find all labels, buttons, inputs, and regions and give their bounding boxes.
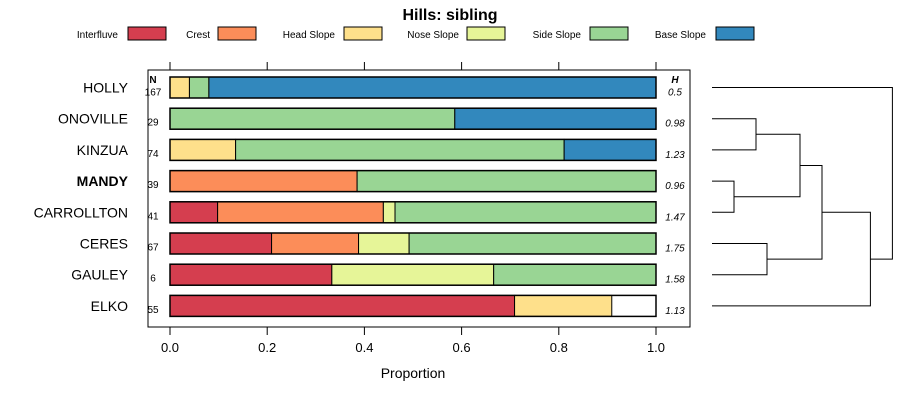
dendrogram-merge-1: [712, 180, 735, 213]
dendrogram-merge-6: [712, 87, 893, 260]
x-tick-label-3: 0.6: [453, 340, 471, 355]
dendrogram-merge-0: [712, 118, 757, 151]
row-h-holly: 0.5: [668, 88, 682, 99]
bar-onoville-side-slope: [169, 107, 456, 130]
row-label-gauley: GAULEY: [71, 267, 128, 283]
n-column-header: N: [149, 75, 156, 86]
bar-outline-kinzua: [169, 138, 657, 162]
row-label-ceres: CERES: [80, 236, 128, 252]
row-h-mandy: 0.96: [665, 181, 685, 192]
bar-carrollton-interfluve: [169, 201, 219, 224]
legend-label-nose-slope: Nose Slope: [407, 30, 459, 41]
bar-ceres-side-slope: [408, 232, 657, 255]
bar-gauley-nose-slope: [331, 263, 495, 286]
bar-ceres-crest: [271, 232, 360, 255]
legend-label-head-slope: Head Slope: [283, 30, 336, 41]
bar-outline-mandy: [169, 169, 657, 193]
row-n-gauley: 6: [150, 274, 156, 285]
row-n-holly: 167: [145, 88, 162, 99]
legend-label-crest: Crest: [186, 30, 210, 41]
bar-elko-head-slope: [514, 294, 613, 317]
bar-outline-ceres: [169, 232, 657, 255]
dendrogram-merge-4: [767, 165, 823, 260]
bar-gauley-interfluve: [169, 263, 333, 286]
legend-swatch-interfluve: [127, 26, 167, 41]
x-axis-label: Proportion: [381, 365, 446, 381]
row-h-carrollton: 1.47: [665, 212, 685, 223]
bar-kinzua-head-slope: [169, 138, 237, 161]
bar-outline-gauley: [169, 263, 657, 286]
bar-gauley-side-slope: [493, 263, 657, 286]
bar-kinzua-side-slope: [235, 138, 565, 161]
legend-swatch-base-slope: [715, 26, 755, 41]
bar-onoville-base-slope: [454, 107, 657, 130]
bar-outline-onoville: [169, 107, 657, 130]
row-n-elko: 55: [147, 305, 159, 316]
legend-swatch-nose-slope: [466, 26, 506, 41]
bar-holly-side-slope: [188, 76, 210, 99]
row-h-elko: 1.13: [665, 306, 685, 317]
bar-ceres-nose-slope: [358, 232, 410, 255]
row-h-kinzua: 1.23: [665, 150, 685, 161]
row-label-kinzua: KINZUA: [77, 142, 129, 158]
x-axis: 0.0 0.2 0.4 0.6 0.8 1.0: [161, 62, 665, 355]
legend-swatch-head-slope: [343, 26, 383, 41]
bar-holly-head-slope: [169, 76, 190, 99]
legend: Interfluve Crest Head Slope Nose Slope Side …: [77, 26, 755, 41]
bar-carrollton-crest: [217, 201, 384, 224]
row-label-holly: HOLLY: [83, 80, 129, 96]
x-tick-label-1: 0.2: [258, 340, 276, 355]
x-tick-label-0: 0.0: [161, 340, 179, 355]
row-label-onoville: ONOVILLE: [58, 111, 128, 127]
row-label-mandy: MANDY: [77, 173, 129, 189]
bar-mandy-side-slope: [356, 170, 657, 193]
legend-swatch-side-slope: [589, 26, 629, 41]
rows: HOLLY 167 0.5 ONOVILLE 29 0.98 KINZUA 74 1.23 MAN…: [34, 76, 685, 318]
legend-label-base-slope: Base Slope: [655, 30, 707, 41]
row-n-onoville: 29: [147, 118, 159, 129]
bar-carrollton-side-slope: [394, 201, 657, 224]
row-label-carrollton: CARROLLTON: [34, 204, 128, 220]
bar-kinzua-base-slope: [563, 138, 657, 161]
x-tick-label-4: 0.8: [550, 340, 568, 355]
h-column-header: H: [671, 75, 679, 86]
row-h-onoville: 0.98: [665, 119, 685, 130]
row-n-carrollton: 41: [147, 211, 159, 222]
row-h-gauley: 1.58: [665, 275, 685, 286]
bar-outline-carrollton: [169, 201, 657, 224]
row-n-ceres: 67: [147, 243, 159, 254]
row-h-ceres: 1.75: [665, 244, 685, 255]
bar-elko-interfluve: [169, 294, 516, 317]
chart-title: Hills: sibling: [402, 7, 497, 24]
row-n-mandy: 39: [147, 180, 159, 191]
bar-carrollton-nose-slope: [382, 201, 396, 224]
legend-swatch-crest: [217, 26, 257, 41]
dendrogram-merge-3: [734, 133, 801, 198]
x-tick-label-2: 0.4: [355, 340, 373, 355]
bar-outline-holly: [169, 76, 657, 99]
bar-mandy-crest: [169, 170, 358, 193]
dendrogram: [712, 87, 893, 307]
plot-frame: [147, 69, 691, 328]
bar-outline-elko: [169, 294, 657, 318]
row-label-elko: ELKO: [91, 298, 128, 314]
x-tick-label-5: 1.0: [647, 340, 665, 355]
bar-holly-base-slope: [208, 76, 657, 99]
dendrogram-merge-2: [712, 243, 768, 276]
bar-ceres-interfluve: [169, 232, 273, 255]
legend-label-interfluve: Interfluve: [77, 30, 119, 41]
legend-label-side-slope: Side Slope: [533, 30, 582, 41]
row-n-kinzua: 74: [147, 149, 159, 160]
